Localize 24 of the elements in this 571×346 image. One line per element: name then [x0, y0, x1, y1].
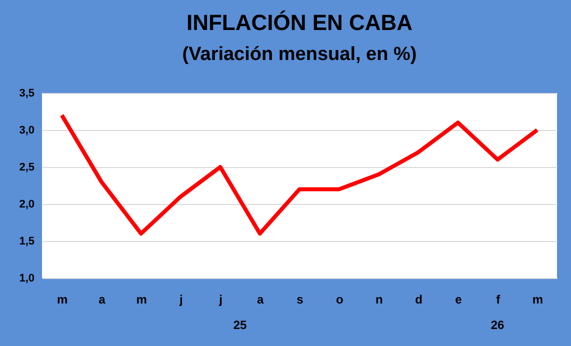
x-tick-label: m — [136, 292, 147, 306]
y-tick-label: 2,5 — [19, 162, 34, 174]
y-tick-label: 3,5 — [19, 88, 34, 100]
x-tick-label: e — [455, 292, 462, 306]
text: 25 — [233, 318, 247, 332]
x-tick-label: a — [257, 292, 264, 306]
chart-title: INFLACIÓN EN CABA — [186, 10, 413, 35]
y-tick-label: 2,0 — [19, 198, 34, 210]
x-tick-label: j — [218, 292, 222, 306]
line-series — [60, 113, 540, 236]
x-tick-label: s — [296, 292, 304, 306]
x-tick-label: j — [178, 292, 183, 306]
chart-subtitle: (Variación mensual, en %) — [182, 44, 417, 65]
x-tick-label: d — [415, 292, 423, 306]
y-tick-label: 3,0 — [19, 124, 34, 136]
x-tick-label: o — [336, 292, 344, 306]
text: 26 — [490, 318, 504, 332]
x-tick-label: a — [98, 292, 106, 306]
y-tick-label: 1,5 — [19, 236, 34, 248]
x-tick-label: m — [56, 292, 68, 306]
y-tick-label: 1,0 — [19, 272, 34, 284]
x-tick-label: f — [496, 292, 502, 306]
x-tick-label: m — [532, 292, 544, 306]
x-tick-label: n — [376, 292, 383, 306]
